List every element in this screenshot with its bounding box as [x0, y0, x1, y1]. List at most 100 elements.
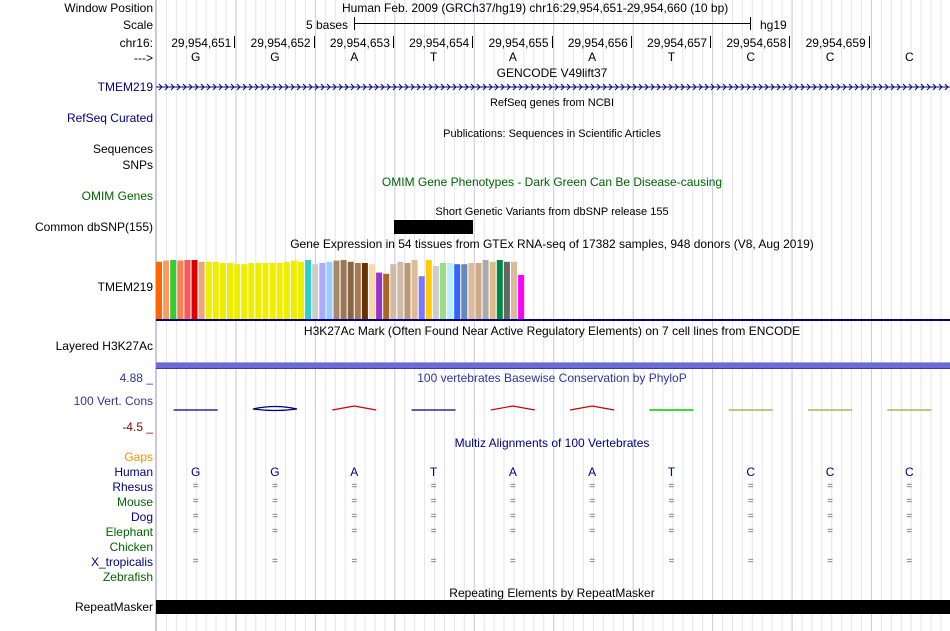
- multiz-base: =: [272, 526, 278, 537]
- multiz-base: =: [192, 481, 199, 492]
- gencode-track-label[interactable]: TMEM219: [97, 80, 153, 94]
- gtex-tissue-bar: [212, 261, 219, 320]
- multiz-species-label[interactable]: Elephant: [105, 525, 153, 539]
- multiz-base: =: [906, 496, 913, 507]
- strand-arrow: [482, 83, 487, 91]
- strand-arrow: [524, 83, 529, 91]
- repeatmasker-feature[interactable]: [156, 600, 950, 614]
- multiz-base: T: [667, 465, 676, 479]
- strand-arrow: [188, 83, 193, 91]
- multiz-base: =: [430, 511, 437, 522]
- phylop-conservation-plot[interactable]: [156, 400, 950, 420]
- strand-arrow: [446, 83, 451, 91]
- strand-arrow: [272, 83, 277, 91]
- strand-arrow: [296, 83, 301, 91]
- multiz-base: =: [827, 496, 833, 507]
- strand-arrow: [614, 83, 619, 91]
- strand-arrow: [788, 83, 793, 91]
- multiz-base: =: [827, 511, 833, 522]
- multiz-base: =: [509, 556, 516, 567]
- multiz-species-label[interactable]: Zebrafish: [102, 570, 153, 584]
- multiz-species-label[interactable]: Human: [114, 465, 153, 479]
- h3k27ac-signal[interactable]: [156, 362, 950, 369]
- strand-arrow: [158, 83, 163, 91]
- h3k27ac-track-title: H3K27Ac Mark (Often Found Near Active Re…: [303, 324, 801, 338]
- strand-arrow: [194, 83, 199, 91]
- multiz-species-label[interactable]: X_tropicalis: [90, 555, 153, 569]
- h3k27ac-track-label[interactable]: Layered H3K27Ac: [55, 339, 153, 353]
- ruler-tick: [234, 36, 236, 48]
- phylop-track-label[interactable]: 100 Vert. Cons: [73, 394, 153, 408]
- gencode-gene-feature[interactable]: [156, 81, 950, 93]
- strand-arrow: [632, 83, 637, 91]
- strand-arrow: [740, 83, 745, 91]
- strand-arrow: [320, 83, 325, 91]
- refseq-track-label[interactable]: RefSeq Curated: [66, 111, 153, 125]
- multiz-base: =: [827, 556, 833, 567]
- strand-arrow: [398, 83, 403, 91]
- strand-arrow: [728, 83, 733, 91]
- strand-arrow: [494, 83, 499, 91]
- gtex-tissue-bar: [191, 260, 198, 320]
- multiz-base: =: [589, 526, 596, 537]
- ruler-tick: [313, 36, 315, 48]
- gtex-tissue-bar: [425, 260, 432, 320]
- ruler-base: G: [190, 50, 201, 64]
- strand-arrow: [692, 83, 697, 91]
- multiz-species-label[interactable]: Gaps: [124, 450, 153, 464]
- multiz-base: =: [430, 526, 437, 537]
- ruler-base: A: [508, 50, 517, 64]
- repeatmasker-track-label[interactable]: RepeatMasker: [74, 600, 153, 614]
- gtex-tissue-bar: [461, 264, 468, 320]
- multiz-base: =: [351, 511, 358, 522]
- multiz-base: =: [272, 481, 278, 492]
- multiz-base: =: [906, 481, 913, 492]
- multiz-species-label[interactable]: Chicken: [109, 540, 153, 554]
- gtex-tissue-bar: [440, 263, 446, 320]
- strand-arrow: [206, 83, 211, 91]
- gtex-tissue-bar: [489, 261, 496, 320]
- strand-arrow: [638, 83, 643, 91]
- gtex-track-label[interactable]: TMEM219: [97, 280, 153, 294]
- strand-arrow: [182, 83, 187, 91]
- gtex-tissue-bar: [369, 264, 375, 320]
- strand-arrow: [782, 83, 787, 91]
- gtex-tissue-bar: [482, 260, 489, 320]
- strand-arrow: [914, 83, 919, 91]
- gtex-baseline: [156, 319, 950, 321]
- ruler-base: C: [905, 50, 914, 64]
- multiz-species-label[interactable]: Mouse: [116, 495, 153, 509]
- strand-arrow: [752, 83, 757, 91]
- ruler-base: T: [667, 50, 676, 64]
- strand-arrow: [572, 83, 577, 91]
- ruler-position-label: 29,954,651: [171, 36, 232, 50]
- phylop-score-mark: [252, 405, 298, 412]
- strand-arrow: [542, 83, 547, 91]
- strand-arrow: [236, 83, 241, 91]
- multiz-base: A: [508, 465, 517, 479]
- multiz-base: G: [270, 465, 280, 479]
- strand-arrow: [500, 83, 505, 91]
- multiz-base: =: [668, 511, 675, 522]
- strand-arrow: [470, 83, 475, 91]
- omim-track-label[interactable]: OMIM Genes: [81, 189, 153, 203]
- gtex-tissue-bar: [269, 263, 276, 320]
- gtex-bar-chart[interactable]: [156, 250, 536, 320]
- scale-bar: [354, 17, 751, 31]
- dbsnp-variant-feature[interactable]: [394, 220, 473, 234]
- assembly-label: hg19: [760, 18, 787, 32]
- gtex-tissue-bar: [156, 261, 162, 320]
- strand-arrow: [440, 83, 445, 91]
- multiz-base: =: [351, 496, 358, 507]
- ruler-tick: [392, 36, 394, 48]
- strand-arrow: [608, 83, 613, 91]
- gtex-tissue-bar: [475, 263, 482, 320]
- dbsnp-track-label[interactable]: Common dbSNP(155): [34, 220, 153, 234]
- strand-arrow: [854, 83, 859, 91]
- strand-arrow: [290, 83, 295, 91]
- multiz-species-label[interactable]: Dog: [130, 510, 153, 524]
- snps-track-label[interactable]: SNPs: [122, 158, 153, 172]
- sequences-track-label[interactable]: Sequences: [92, 142, 153, 156]
- gtex-track-title: Gene Expression in 54 tissues from GTEx …: [290, 237, 814, 251]
- multiz-species-label[interactable]: Rhesus: [112, 480, 153, 494]
